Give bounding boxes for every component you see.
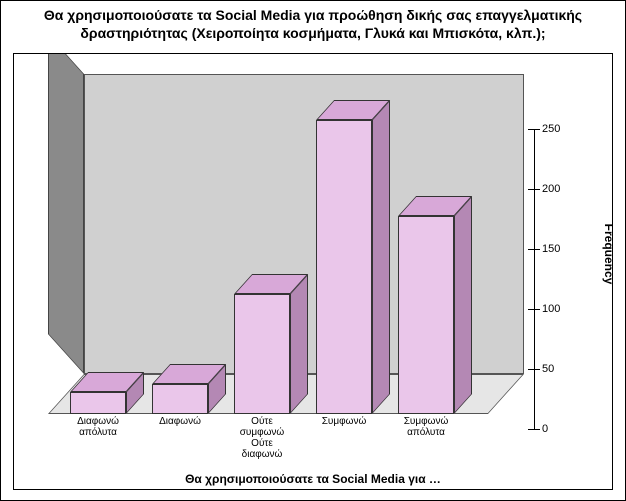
y-tick-label: 200 [542,183,560,195]
title-line-1: Θα χρησιμοποιούσατε τα Social Media για … [44,7,582,23]
y-tick [528,189,540,190]
y-axis-title: Frequency [602,224,613,285]
scene-3d [64,74,524,434]
bar-front [234,294,290,414]
x-axis-title: Θα χρησιμοποιούσατε τα Social Media για … [14,472,612,486]
y-tick [528,129,540,130]
y-tick-label: 50 [542,363,554,375]
bar-side [290,274,308,414]
y-tick-label: 100 [542,303,560,315]
x-tick-label: ΟύτεσυμφωνώΟύτεδιαφωνώ [227,416,297,460]
y-tick-label: 150 [542,243,560,255]
x-tick-label: Συμφωνώ [309,416,379,427]
y-tick-label: 250 [542,123,560,135]
y-tick-label: 0 [542,423,548,435]
chart-title: Θα χρησιμοποιούσατε τα Social Media για … [1,1,625,46]
bar-side [454,196,472,414]
x-tick-label: Διαφωνώ [145,416,215,427]
bar-front [398,216,454,414]
y-axis: 050100150200250 [534,129,594,469]
chart-frame: Θα χρησιμοποιούσατε τα Social Media για … [0,0,626,501]
bar-front [316,120,372,414]
x-axis: Διαφωνώαπόλυτα Διαφωνώ ΟύτεσυμφωνώΟύτεδιαφ… [64,416,524,476]
y-axis-line [534,129,535,429]
y-tick [528,429,540,430]
plot-area: 0 50 100 150 200 250 Frequency Διαφωνώαπόλυτα… [13,53,613,490]
x-tick-label: Διαφωνώαπόλυτα [63,416,133,438]
y-tick [528,249,540,250]
y-tick [528,309,540,310]
bar-front [70,392,126,414]
bar-side [372,100,390,414]
bars-container [84,74,524,414]
y-tick [528,369,540,370]
left-wall [48,53,84,374]
x-tick-label: Συμφωνώαπόλυτα [391,416,461,438]
bar-front [152,384,208,414]
title-line-2: δραστηριότητας (Χειροποίητα κοσμήματα, Γ… [80,25,545,41]
